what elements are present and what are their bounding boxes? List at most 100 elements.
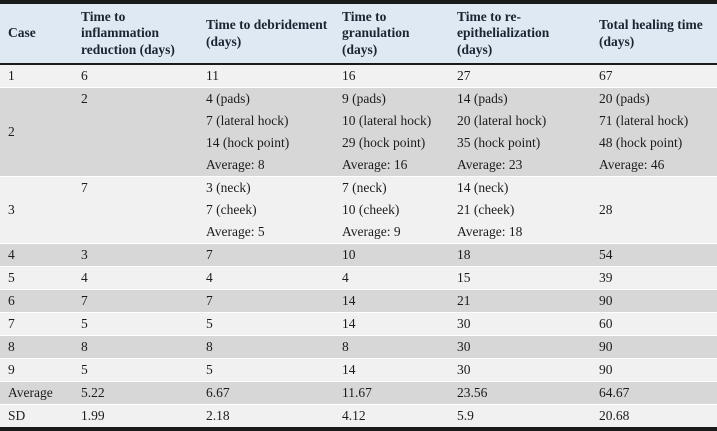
table-cell: 7 <box>73 176 198 244</box>
table-subrow: 7 (lateral hock) 10 (lateral hock) 20 (l… <box>0 110 717 133</box>
table-cell: 20.68 <box>591 404 717 430</box>
table-cell: 5 <box>73 358 198 382</box>
table-cell: 4 <box>73 266 198 290</box>
table-row-case-5: 5 4 4 4 15 39 <box>0 266 717 290</box>
table-cell: 35 (hock point) <box>449 132 591 155</box>
case-number: 6 <box>0 289 73 313</box>
table-cell: 6 <box>73 64 198 88</box>
table-subrow: 7 (cheek) 10 (cheek) 21 (cheek) <box>0 199 717 222</box>
table-cell: 30 <box>449 358 591 382</box>
table-cell: 30 <box>449 335 591 359</box>
table-cell: 4 <box>334 266 449 290</box>
table-cell: 14 <box>334 358 449 382</box>
table-row-case-1: 1 6 11 16 27 67 <box>0 64 717 88</box>
table-cell: 14 <box>334 289 449 313</box>
table-row-case-4: 4 3 7 10 18 54 <box>0 243 717 267</box>
case-number: 4 <box>0 243 73 267</box>
table-cell: 9 (pads) <box>334 87 449 111</box>
table-cell: 27 <box>449 64 591 88</box>
table-cell: 23.56 <box>449 381 591 405</box>
table-cell: 8 <box>334 335 449 359</box>
table-cell: 11 <box>198 64 334 88</box>
table-cell: 29 (hock point) <box>334 132 449 155</box>
row-label-average: Average <box>0 381 73 405</box>
table-cell: 14 (pads) <box>449 87 591 111</box>
table-cell: 4 (pads) <box>198 87 334 111</box>
table-cell: 20 (lateral hock) <box>449 110 591 133</box>
header-row: Case Time to inflammation reduction (day… <box>0 2 717 66</box>
table-cell: 8 <box>73 335 198 359</box>
table-cell: 67 <box>591 64 717 88</box>
table-cell: 7 <box>198 289 334 313</box>
table-cell: Average: 8 <box>198 154 334 177</box>
row-label-sd: SD <box>0 404 73 430</box>
column-header-granulation: Time to granulation (days) <box>334 2 449 66</box>
table-cell: 71 (lateral hock) <box>591 110 717 133</box>
column-header-debridement: Time to debridement (days) <box>198 2 334 66</box>
table-cell: Average: 9 <box>334 221 449 244</box>
table-cell: 5 <box>198 358 334 382</box>
case-number: 5 <box>0 266 73 290</box>
table-cell: 3 (neck) <box>198 176 334 200</box>
table-cell: 6.67 <box>198 381 334 405</box>
table-cell: 21 (cheek) <box>449 199 591 222</box>
table-cell: 10 (lateral hock) <box>334 110 449 133</box>
table-cell: 5 <box>198 312 334 336</box>
table-cell: 14 (neck) <box>449 176 591 200</box>
case-number: 7 <box>0 312 73 336</box>
table-cell: 64.67 <box>591 381 717 405</box>
table-cell: 16 <box>334 64 449 88</box>
table-cell: 90 <box>591 289 717 313</box>
table-cell: 7 (lateral hock) <box>198 110 334 133</box>
table-row-case-8: 8 8 8 8 30 90 <box>0 335 717 359</box>
table-cell: 18 <box>449 243 591 267</box>
table-cell: 2 <box>73 87 198 177</box>
table-cell: 7 <box>198 243 334 267</box>
table-cell: Average: 46 <box>591 154 717 177</box>
table-cell: 2.18 <box>198 404 334 430</box>
case-number: 1 <box>0 64 73 88</box>
table-cell: 4.12 <box>334 404 449 430</box>
table-cell: 3 <box>73 243 198 267</box>
table-subrow: Average: 5 Average: 9 Average: 18 <box>0 221 717 244</box>
table-cell: 8 <box>198 335 334 359</box>
column-header-reepithelialization: Time to re-epithelialization (days) <box>449 2 591 66</box>
table-cell: 10 <box>334 243 449 267</box>
table-cell: 7 (neck) <box>334 176 449 200</box>
case-number: 9 <box>0 358 73 382</box>
table-cell: 21 <box>449 289 591 313</box>
column-header-case: Case <box>0 2 73 66</box>
table-cell: 11.67 <box>334 381 449 405</box>
table-cell: 5.9 <box>449 404 591 430</box>
table-subrow: 14 (hock point) 29 (hock point) 35 (hock… <box>0 132 717 155</box>
table-cell: 90 <box>591 358 717 382</box>
table-cell: 15 <box>449 266 591 290</box>
table-row-case-7: 7 5 5 14 30 60 <box>0 312 717 336</box>
table-cell: 28 <box>591 176 717 244</box>
table-row-case-6: 6 7 7 14 21 90 <box>0 289 717 313</box>
table-cell: Average: 23 <box>449 154 591 177</box>
table-row-case-3: 3 7 3 (neck) 7 (neck) 14 (neck) 28 <box>0 176 717 244</box>
table-cell: 4 <box>198 266 334 290</box>
table-row-case-2: 2 2 4 (pads) 9 (pads) 14 (pads) 20 (pads… <box>0 87 717 177</box>
table-cell: 7 (cheek) <box>198 199 334 222</box>
table-cell: 90 <box>591 335 717 359</box>
table-cell: 60 <box>591 312 717 336</box>
case-number: 8 <box>0 335 73 359</box>
table-cell: 20 (pads) <box>591 87 717 111</box>
table-subrow: Average: 8 Average: 16 Average: 23 Avera… <box>0 154 717 177</box>
column-header-inflammation: Time to inflammation reduction (days) <box>73 2 198 66</box>
table-cell: 14 <box>334 312 449 336</box>
table-cell: 39 <box>591 266 717 290</box>
table-row-case-9: 9 5 5 14 30 90 <box>0 358 717 382</box>
table-cell: 48 (hock point) <box>591 132 717 155</box>
case-number: 3 <box>0 176 73 244</box>
column-header-total-healing: Total healing time (days) <box>591 2 717 66</box>
table-cell: Average: 5 <box>198 221 334 244</box>
table-row-average: Average 5.22 6.67 11.67 23.56 64.67 <box>0 381 717 405</box>
table-cell: 14 (hock point) <box>198 132 334 155</box>
case-number: 2 <box>0 87 73 177</box>
table-cell: 5.22 <box>73 381 198 405</box>
